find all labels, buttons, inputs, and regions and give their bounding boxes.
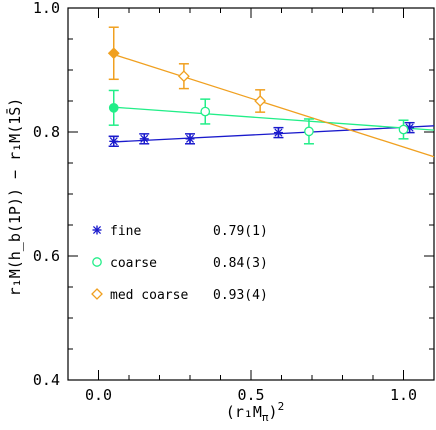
y-tick-label: 0.8 bbox=[33, 123, 60, 141]
legend-label-coarse: coarse bbox=[110, 256, 157, 271]
data-point-fine bbox=[139, 134, 149, 144]
axis-tick-labels: 0.0 0.5 1.0 0.4 0.6 0.8 1.0 bbox=[33, 0, 417, 404]
x-axis-label-close: ) bbox=[269, 403, 278, 421]
extrapolated-point-med-coarse bbox=[107, 47, 120, 60]
legend-marker-coarse bbox=[92, 257, 102, 267]
marker-diamond bbox=[107, 47, 120, 60]
y-tick-label: 0.6 bbox=[33, 247, 60, 265]
marker-diamond bbox=[91, 288, 103, 300]
y-tick-label: 0.4 bbox=[33, 371, 60, 389]
legend-label-fine: fine bbox=[110, 224, 141, 239]
marker-circle bbox=[398, 124, 409, 135]
legend: fine 0.79(1) coarse 0.84(3) med coarse 0.93(4… bbox=[91, 224, 268, 303]
legend-value-coarse: 0.84(3) bbox=[213, 256, 268, 271]
marker-circle bbox=[92, 257, 102, 267]
x-axis-label-sub: π bbox=[262, 411, 269, 424]
y-axis-label: r₁M(h_b(1P)) − r₁M(1S̄) bbox=[5, 98, 24, 297]
marker-star-d2 bbox=[185, 134, 195, 143]
data-point-coarse bbox=[398, 124, 409, 135]
data-point-fine bbox=[185, 134, 195, 144]
x-tick-label: 0.5 bbox=[237, 386, 264, 404]
marker-circle bbox=[200, 106, 211, 117]
x-axis-label: (r₁Mπ)2 bbox=[226, 400, 284, 424]
legend-value-fine: 0.79(1) bbox=[213, 224, 268, 239]
x-tick-label: 0.0 bbox=[85, 386, 112, 404]
legend-marker-med-coarse bbox=[91, 288, 103, 300]
axis-ticks bbox=[68, 7, 435, 381]
legend-value-med-coarse: 0.93(4) bbox=[213, 288, 268, 303]
data-point-med-coarse bbox=[254, 95, 267, 107]
extrapolated-point-coarse bbox=[108, 102, 119, 113]
marker-star-d2 bbox=[274, 128, 283, 137]
data-point-fine bbox=[273, 128, 283, 138]
x-axis-label-sup: 2 bbox=[278, 400, 285, 413]
data-point-coarse bbox=[304, 126, 314, 137]
marker-circle bbox=[108, 102, 119, 113]
marker-diamond bbox=[254, 95, 267, 107]
marker-star-d2 bbox=[140, 134, 149, 143]
legend-label-med-coarse: med coarse bbox=[110, 288, 188, 303]
marker-star-d2 bbox=[92, 225, 102, 235]
x-axis-label-main: (r₁M bbox=[226, 403, 262, 421]
fit-lines bbox=[113, 53, 435, 158]
legend-marker-fine bbox=[92, 225, 102, 235]
plot-frame bbox=[67, 7, 435, 381]
marker-diamond bbox=[177, 70, 190, 83]
marker-circle bbox=[304, 126, 314, 137]
fit-line-med-coarse bbox=[113, 53, 435, 158]
data-points bbox=[107, 26, 415, 148]
fit-line-coarse bbox=[113, 106, 435, 131]
data-point-coarse bbox=[200, 106, 211, 117]
data-point-med-coarse bbox=[177, 70, 190, 83]
x-tick-label: 1.0 bbox=[390, 386, 417, 404]
y-tick-label: 1.0 bbox=[33, 0, 60, 17]
fit-line-fine bbox=[113, 125, 435, 143]
